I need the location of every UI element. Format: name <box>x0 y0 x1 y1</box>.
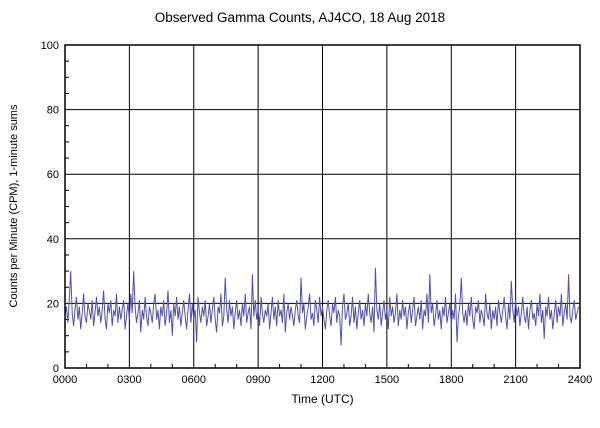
x-tick-label: 2400 <box>568 374 592 386</box>
plot-border <box>64 44 581 369</box>
x-tick-label: 0900 <box>246 374 270 386</box>
x-tick-label: 1500 <box>375 374 399 386</box>
data-series-line <box>64 267 580 346</box>
x-tick-label: 0000 <box>53 374 77 386</box>
y-tick-label: 40 <box>47 234 59 246</box>
y-tick-label: 80 <box>47 105 59 117</box>
x-axis-label: Time (UTC) <box>291 392 354 406</box>
x-tick-label: 0600 <box>182 374 206 386</box>
x-tick-label: 2100 <box>503 374 527 386</box>
y-tick-label: 0 <box>53 363 59 375</box>
x-tick-label: 1200 <box>310 374 334 386</box>
chart-title: Observed Gamma Counts, AJ4CO, 18 Aug 201… <box>154 10 446 25</box>
x-tick-label: 0300 <box>117 374 141 386</box>
y-tick-label: 20 <box>47 298 59 310</box>
x-tick-label: 1800 <box>439 374 463 386</box>
y-tick-label: 100 <box>41 40 59 52</box>
y-tick-label: 60 <box>47 169 59 181</box>
